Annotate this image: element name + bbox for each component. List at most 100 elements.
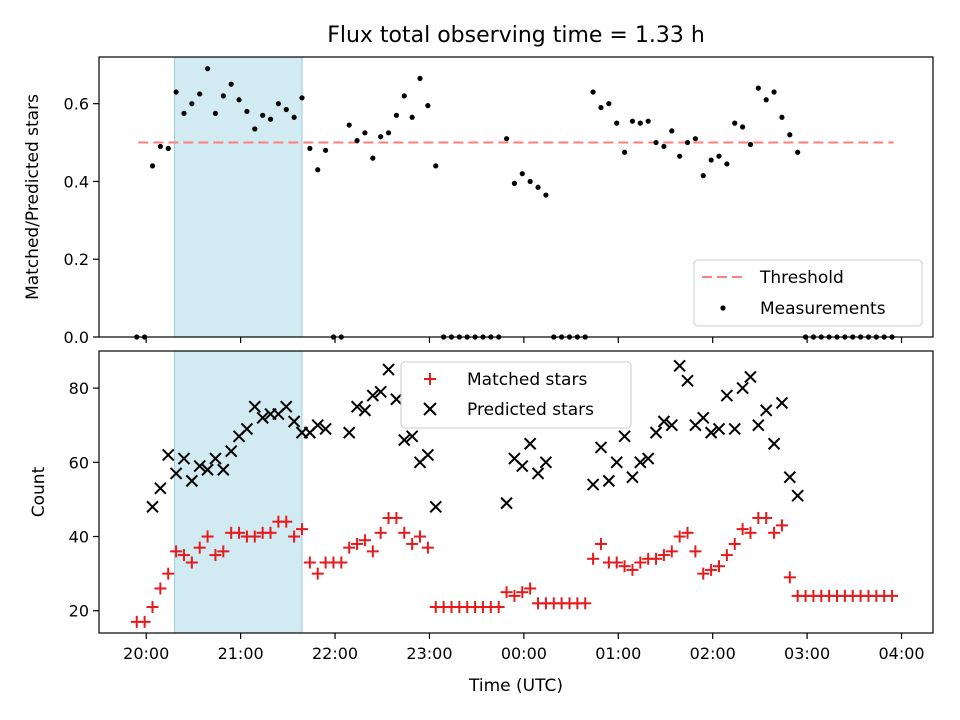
measurement-point — [535, 184, 541, 190]
measurement-point — [739, 124, 746, 130]
measurement-point — [621, 149, 628, 155]
predicted-star-point — [240, 422, 254, 436]
predicted-star-point — [673, 359, 686, 373]
matched-star-point — [185, 556, 198, 569]
matched-star-point — [492, 601, 505, 614]
predicted-star-point — [752, 419, 765, 432]
predicted-star-point — [201, 463, 214, 476]
predicted-star-point — [374, 385, 387, 399]
matched-star-point — [248, 530, 261, 543]
bottom-y-tick-label: 80 — [69, 379, 89, 398]
predicted-star-point — [634, 456, 647, 469]
x-tick-label: 02:00 — [690, 644, 736, 663]
x-tick-label: 03:00 — [784, 644, 830, 663]
matched-star-point — [201, 530, 214, 543]
predicted-star-point — [350, 400, 364, 413]
matched-star-point — [681, 526, 694, 539]
x-tick-label: 01:00 — [595, 644, 641, 663]
predicted-star-point — [248, 400, 261, 413]
matched-star-point — [366, 545, 379, 558]
matched-star-point — [303, 556, 316, 569]
measurement-point — [598, 104, 604, 111]
predicted-star-point — [342, 426, 356, 439]
legend-matched-label: Matched stars — [467, 370, 587, 390]
predicted-star-point — [704, 426, 718, 439]
measurement-point — [401, 93, 407, 99]
x-tick-label: 00:00 — [501, 644, 547, 663]
matched-star-point — [390, 511, 403, 524]
legend-threshold-label: Threshold — [759, 268, 844, 288]
matched-star-point — [744, 526, 757, 539]
measurement-point — [275, 101, 281, 107]
matched-star-point — [579, 597, 592, 610]
matched-star-point — [170, 545, 183, 558]
predicted-star-point — [154, 482, 167, 495]
predicted-star-point — [162, 448, 175, 462]
measurement-point — [503, 136, 510, 142]
predicted-star-point — [169, 467, 183, 480]
bottom-y-ticks: 20 40 60 80 — [69, 379, 99, 621]
top-x-ticks — [145, 337, 903, 343]
measurement-point — [543, 192, 549, 198]
measurement-point — [677, 153, 683, 159]
top-legend-box — [693, 259, 923, 327]
matched-star-point — [374, 526, 387, 539]
predicted-star-point — [209, 452, 222, 465]
matched-star-point — [209, 549, 222, 562]
predicted-star-point — [421, 448, 435, 462]
predicted-star-point — [665, 419, 678, 432]
predicted-star-point — [610, 456, 623, 469]
top-y-tick-label: 0.0 — [64, 328, 89, 347]
predicted-star-point — [783, 470, 797, 484]
bottom-y-tick-label: 40 — [69, 528, 89, 547]
measurement-point — [590, 89, 596, 95]
predicted-star-point — [280, 400, 293, 413]
measurement-point — [362, 130, 368, 136]
matched-star-point — [414, 530, 427, 543]
top-y-tick-label: 0.4 — [64, 172, 89, 191]
bottom-panel: 20 40 60 80 20:00 21:00 22:00 23:00 00:00 01:00 0… — [29, 350, 934, 696]
matched-star-point — [705, 563, 718, 576]
measurement-point — [732, 120, 738, 126]
legend-matched-swatch — [424, 373, 436, 385]
matched-star-point — [288, 530, 301, 543]
measurement-point — [157, 143, 163, 150]
x-tick-label: 20:00 — [123, 644, 169, 663]
predicted-star-point — [736, 381, 749, 395]
matched-star-point — [358, 534, 371, 547]
top-y-ticks: 0.0 0.2 0.4 0.6 — [64, 95, 99, 347]
measurement-point — [787, 132, 793, 138]
predicted-star-point — [382, 363, 395, 376]
measurement-point — [519, 171, 525, 177]
x-tick-label: 21:00 — [218, 644, 264, 663]
matched-stars-points — [130, 511, 899, 628]
measurement-point — [291, 114, 297, 120]
predicted-star-point — [744, 370, 757, 384]
bottom-shaded-band — [174, 350, 303, 634]
predicted-star-point — [287, 415, 301, 428]
matched-star-point — [500, 586, 513, 599]
matched-star-point — [587, 552, 600, 565]
measurement-point — [220, 93, 226, 99]
matched-star-point — [295, 523, 308, 536]
measurement-point — [354, 138, 360, 144]
matched-star-point — [594, 537, 607, 550]
figure-title: Flux total observing time = 1.33 h — [327, 23, 705, 48]
predicted-star-point — [649, 426, 663, 439]
matched-star-point — [524, 582, 537, 595]
measurement-point — [747, 141, 754, 148]
matched-star-point — [343, 541, 356, 554]
bottom-y-axis-label: Count — [29, 466, 49, 517]
predicted-star-point — [193, 459, 206, 473]
x-axis-label: Time (UTC) — [468, 676, 563, 696]
predicted-star-point — [146, 500, 159, 514]
legend-predicted-swatch — [423, 402, 437, 416]
measurement-point — [708, 157, 714, 163]
matched-star-point — [193, 541, 206, 554]
matched-star-point — [618, 560, 631, 573]
measurement-point — [165, 145, 171, 151]
matched-star-point — [398, 526, 411, 539]
measurement-point — [637, 120, 643, 126]
matched-star-point — [508, 589, 521, 602]
predicted-star-point — [217, 463, 230, 476]
